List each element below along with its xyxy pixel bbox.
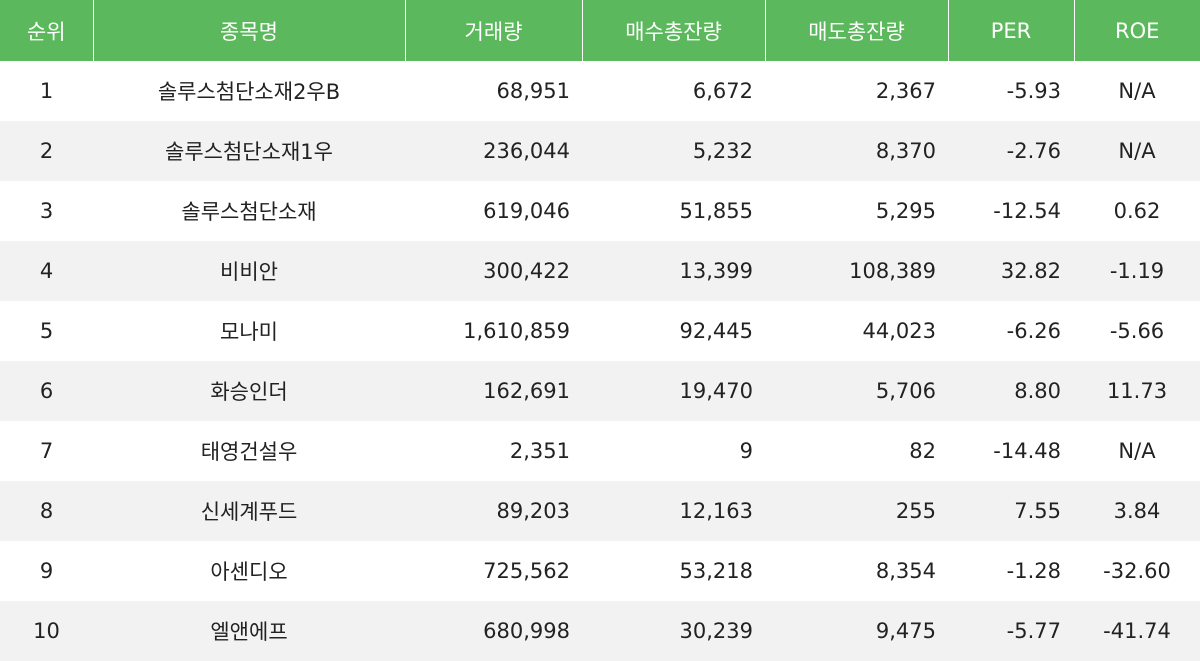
- cell-per: -5.93: [948, 61, 1074, 121]
- header-row: 순위 종목명 거래량 매수총잔량 매도총잔량 PER ROE: [0, 0, 1200, 61]
- cell-sell-balance: 2,367: [765, 61, 948, 121]
- table-row: 8 신세계푸드 89,203 12,163 255 7.55 3.84: [0, 481, 1200, 541]
- cell-name: 솔루스첨단소재1우: [93, 121, 405, 181]
- cell-sell-balance: 8,354: [765, 541, 948, 601]
- cell-rank: 5: [0, 301, 93, 361]
- cell-volume: 68,951: [405, 61, 582, 121]
- cell-name: 엘앤에프: [93, 601, 405, 661]
- header-volume: 거래량: [405, 0, 583, 61]
- header-sell-balance: 매도총잔량: [765, 0, 949, 61]
- cell-per: -14.48: [948, 421, 1074, 481]
- cell-roe: -41.74: [1074, 601, 1200, 661]
- cell-per: -1.28: [948, 541, 1074, 601]
- cell-roe: -1.19: [1074, 241, 1200, 301]
- cell-per: -12.54: [948, 181, 1074, 241]
- cell-name: 신세계푸드: [93, 481, 405, 541]
- header-roe: ROE: [1074, 0, 1200, 61]
- cell-buy-balance: 92,445: [582, 301, 765, 361]
- cell-rank: 8: [0, 481, 93, 541]
- cell-name: 솔루스첨단소재: [93, 181, 405, 241]
- table-row: 7 태영건설우 2,351 9 82 -14.48 N/A: [0, 421, 1200, 481]
- cell-roe: 11.73: [1074, 361, 1200, 421]
- cell-buy-balance: 6,672: [582, 61, 765, 121]
- cell-sell-balance: 255: [765, 481, 948, 541]
- cell-roe: N/A: [1074, 121, 1200, 181]
- cell-rank: 3: [0, 181, 93, 241]
- cell-roe: N/A: [1074, 61, 1200, 121]
- cell-buy-balance: 5,232: [582, 121, 765, 181]
- cell-buy-balance: 30,239: [582, 601, 765, 661]
- cell-rank: 4: [0, 241, 93, 301]
- cell-buy-balance: 12,163: [582, 481, 765, 541]
- cell-name: 비비안: [93, 241, 405, 301]
- cell-per: -2.76: [948, 121, 1074, 181]
- cell-buy-balance: 13,399: [582, 241, 765, 301]
- header-buy-balance: 매수총잔량: [582, 0, 766, 61]
- cell-buy-balance: 19,470: [582, 361, 765, 421]
- cell-roe: N/A: [1074, 421, 1200, 481]
- cell-volume: 725,562: [405, 541, 582, 601]
- table-row: 6 화승인더 162,691 19,470 5,706 8.80 11.73: [0, 361, 1200, 421]
- table-row: 10 엘앤에프 680,998 30,239 9,475 -5.77 -41.7…: [0, 601, 1200, 661]
- cell-per: 8.80: [948, 361, 1074, 421]
- cell-volume: 1,610,859: [405, 301, 582, 361]
- cell-roe: -5.66: [1074, 301, 1200, 361]
- header-name: 종목명: [93, 0, 406, 61]
- table-body: 1 솔루스첨단소재2우B 68,951 6,672 2,367 -5.93 N/…: [0, 61, 1200, 661]
- header-per: PER: [948, 0, 1075, 61]
- cell-name: 아센디오: [93, 541, 405, 601]
- cell-volume: 236,044: [405, 121, 582, 181]
- cell-sell-balance: 108,389: [765, 241, 948, 301]
- cell-buy-balance: 9: [582, 421, 765, 481]
- cell-sell-balance: 5,706: [765, 361, 948, 421]
- cell-rank: 9: [0, 541, 93, 601]
- cell-per: -6.26: [948, 301, 1074, 361]
- cell-sell-balance: 9,475: [765, 601, 948, 661]
- cell-sell-balance: 5,295: [765, 181, 948, 241]
- cell-rank: 1: [0, 61, 93, 121]
- cell-buy-balance: 51,855: [582, 181, 765, 241]
- cell-roe: 0.62: [1074, 181, 1200, 241]
- cell-rank: 10: [0, 601, 93, 661]
- cell-per: -5.77: [948, 601, 1074, 661]
- table-row: 5 모나미 1,610,859 92,445 44,023 -6.26 -5.6…: [0, 301, 1200, 361]
- cell-name: 솔루스첨단소재2우B: [93, 61, 405, 121]
- cell-per: 32.82: [948, 241, 1074, 301]
- cell-sell-balance: 44,023: [765, 301, 948, 361]
- cell-volume: 89,203: [405, 481, 582, 541]
- cell-rank: 7: [0, 421, 93, 481]
- table-row: 3 솔루스첨단소재 619,046 51,855 5,295 -12.54 0.…: [0, 181, 1200, 241]
- table-row: 2 솔루스첨단소재1우 236,044 5,232 8,370 -2.76 N/…: [0, 121, 1200, 181]
- cell-name: 모나미: [93, 301, 405, 361]
- header-rank: 순위: [0, 0, 94, 61]
- cell-name: 화승인더: [93, 361, 405, 421]
- cell-sell-balance: 8,370: [765, 121, 948, 181]
- cell-roe: -32.60: [1074, 541, 1200, 601]
- cell-volume: 2,351: [405, 421, 582, 481]
- cell-rank: 6: [0, 361, 93, 421]
- table-header: 순위 종목명 거래량 매수총잔량 매도총잔량 PER ROE: [0, 0, 1200, 61]
- table-row: 4 비비안 300,422 13,399 108,389 32.82 -1.19: [0, 241, 1200, 301]
- cell-name: 태영건설우: [93, 421, 405, 481]
- cell-buy-balance: 53,218: [582, 541, 765, 601]
- cell-volume: 680,998: [405, 601, 582, 661]
- cell-volume: 619,046: [405, 181, 582, 241]
- cell-volume: 162,691: [405, 361, 582, 421]
- cell-rank: 2: [0, 121, 93, 181]
- cell-per: 7.55: [948, 481, 1074, 541]
- cell-sell-balance: 82: [765, 421, 948, 481]
- table-row: 9 아센디오 725,562 53,218 8,354 -1.28 -32.60: [0, 541, 1200, 601]
- table-row: 1 솔루스첨단소재2우B 68,951 6,672 2,367 -5.93 N/…: [0, 61, 1200, 121]
- cell-roe: 3.84: [1074, 481, 1200, 541]
- cell-volume: 300,422: [405, 241, 582, 301]
